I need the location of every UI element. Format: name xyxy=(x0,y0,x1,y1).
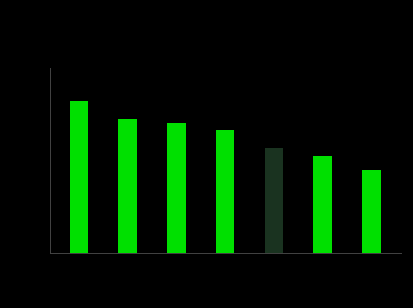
Bar xyxy=(313,156,332,253)
Bar xyxy=(69,101,88,253)
Bar xyxy=(265,148,283,253)
Bar xyxy=(167,123,185,253)
Bar xyxy=(362,170,381,253)
Bar xyxy=(216,130,234,253)
Bar xyxy=(118,119,137,253)
